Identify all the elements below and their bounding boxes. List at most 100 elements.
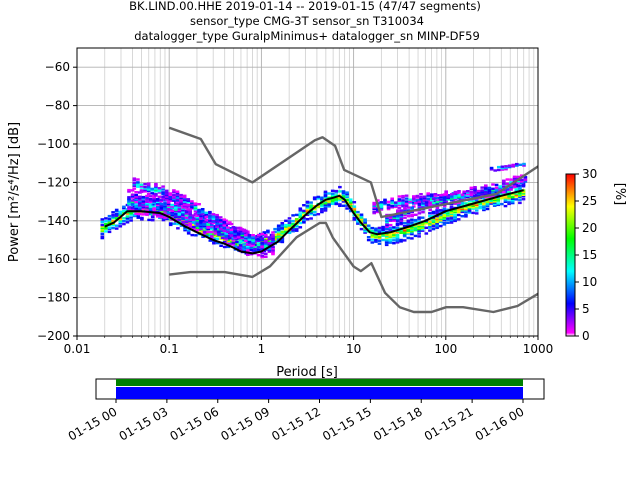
histogram-cell — [114, 214, 119, 217]
histogram-cell — [474, 209, 479, 212]
histogram-cell — [338, 198, 342, 202]
histogram-cell — [159, 205, 164, 209]
histogram-cell — [118, 217, 123, 221]
histogram-cell — [521, 190, 526, 194]
histogram-cell — [107, 226, 112, 229]
histogram-cell — [298, 207, 303, 210]
histogram-cell — [273, 240, 277, 244]
histogram-cell — [229, 230, 234, 233]
histogram-cell — [521, 185, 526, 188]
histogram-cell — [323, 209, 328, 212]
histogram-cell — [363, 218, 367, 221]
histogram-cell — [399, 215, 404, 218]
histogram-cell — [312, 197, 317, 201]
histogram-cell — [323, 202, 328, 205]
histogram-cell — [181, 216, 185, 219]
histogram-cell — [251, 244, 255, 247]
histogram-cell — [164, 193, 169, 197]
histogram-cell — [246, 232, 250, 235]
histogram-cell — [395, 222, 400, 225]
histogram-cell — [284, 223, 288, 227]
histogram-cell — [236, 233, 241, 237]
histogram-cell — [507, 202, 511, 206]
histogram-cell — [507, 195, 511, 198]
histogram-cell — [392, 226, 396, 229]
histogram-cell — [104, 220, 108, 223]
histogram-cell — [401, 203, 405, 206]
histogram-cell — [392, 219, 396, 222]
histogram-cell — [316, 197, 321, 200]
histogram-cell — [437, 194, 441, 197]
histogram-cell — [139, 186, 144, 189]
histogram-cell — [431, 225, 436, 228]
histogram-cell — [430, 194, 434, 198]
histogram-cell — [127, 190, 131, 193]
histogram-cell — [156, 205, 160, 208]
histogram-cell — [188, 212, 192, 215]
colorbar-tick-label: 10 — [582, 275, 597, 289]
histogram-cell — [374, 234, 378, 238]
histogram-cell — [161, 188, 165, 191]
histogram-cell — [410, 221, 414, 224]
histogram-cell — [199, 219, 203, 222]
histogram-cell — [502, 179, 506, 182]
histogram-cell — [231, 239, 236, 242]
histogram-cell — [134, 196, 138, 200]
histogram-cell — [484, 187, 488, 190]
title-line-1: BK.LIND.00.HHE 2019-01-14 -- 2019-01-15 … — [129, 0, 481, 13]
histogram-cell — [177, 218, 182, 222]
histogram-cell — [186, 232, 191, 235]
histogram-cell — [424, 205, 429, 208]
timeline-tick-label: 01-15 15 — [320, 404, 374, 443]
histogram-cell — [130, 196, 135, 199]
histogram-cell — [134, 202, 138, 205]
histogram-cell — [280, 227, 285, 231]
histogram-cell — [208, 232, 213, 235]
histogram-cell — [150, 216, 155, 219]
histogram-cell — [193, 203, 198, 207]
histogram-cell — [473, 191, 477, 195]
histogram-cell — [410, 232, 414, 236]
histogram-cell — [156, 200, 160, 204]
histogram-cell — [494, 186, 499, 189]
histogram-cell — [193, 202, 198, 205]
histogram-cell — [192, 225, 196, 229]
histogram-cell — [188, 208, 192, 211]
histogram-cell — [199, 227, 203, 231]
histogram-cell — [294, 219, 299, 222]
histogram-cell — [107, 217, 112, 221]
histogram-cell — [256, 248, 261, 251]
x-tick-label: 0.01 — [64, 342, 91, 356]
histogram-cell — [276, 224, 281, 227]
histogram-cell — [390, 201, 394, 205]
histogram-cell — [388, 218, 393, 221]
histogram-cell — [464, 213, 468, 217]
histogram-cell — [514, 188, 519, 191]
histogram-cell — [512, 185, 517, 189]
histogram-cell — [386, 200, 391, 204]
histogram-cell — [146, 186, 151, 190]
histogram-cell — [453, 198, 458, 201]
histogram-cell — [192, 217, 196, 220]
histogram-cell — [334, 191, 339, 194]
histogram-cell — [312, 207, 317, 211]
histogram-cell — [228, 221, 232, 224]
histogram-cell — [522, 162, 526, 166]
histogram-cell — [157, 191, 162, 194]
histogram-cell — [482, 208, 486, 212]
histogram-cell — [385, 222, 389, 225]
histogram-cell — [181, 222, 185, 225]
histogram-cell — [388, 219, 393, 222]
histogram-cell — [384, 236, 389, 239]
histogram-cell — [294, 223, 299, 227]
histogram-cell — [258, 248, 263, 251]
histogram-cell — [247, 239, 252, 243]
histogram-cell — [168, 222, 173, 225]
histogram-cell — [410, 225, 414, 229]
histogram-cell — [435, 223, 439, 226]
histogram-cell — [238, 231, 243, 234]
histogram-cell — [415, 199, 420, 202]
histogram-cell — [305, 218, 310, 221]
histogram-cell — [222, 218, 227, 221]
